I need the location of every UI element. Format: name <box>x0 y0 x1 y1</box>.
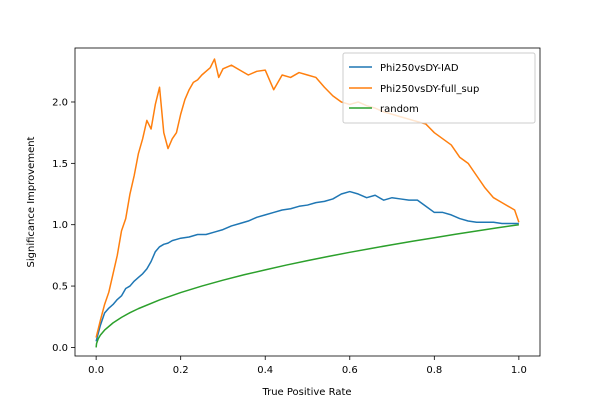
x-tick-label: 0.8 <box>426 365 442 376</box>
x-axis-ticks: 0.0 0.2 0.4 0.6 0.8 1.0 <box>88 356 527 376</box>
x-tick-label: 0.4 <box>257 365 273 376</box>
x-axis-label: True Positive Rate <box>261 387 351 398</box>
legend-label-full-sup: Phi250vsDY-full_sup <box>380 84 479 95</box>
series-line-phi250vsdy-full-sup <box>95 58 520 338</box>
series-line-phi250vsdy-iad <box>95 190 519 342</box>
legend-box <box>342 52 536 124</box>
legend-label-random: random <box>380 104 419 115</box>
y-axis-label: Significance Improvement <box>26 136 37 267</box>
y-tick-label: 1.5 <box>52 159 68 170</box>
x-tick-label: 1.0 <box>511 365 527 376</box>
legend-label-iad: Phi250vsDY-IAD <box>380 63 459 74</box>
series-lines <box>95 58 520 348</box>
legend: Phi250vsDY-IAD Phi250vsDY-full_sup rando… <box>342 52 536 124</box>
y-axis-ticks: 0.0 0.5 1.0 1.5 2.0 <box>52 97 75 354</box>
series-line-random <box>95 223 519 348</box>
y-tick-label: 0.0 <box>52 343 68 354</box>
y-tick-label: 0.5 <box>52 282 68 293</box>
x-tick-label: 0.6 <box>342 365 358 376</box>
x-tick-label: 0.0 <box>88 365 104 376</box>
y-tick-label: 1.0 <box>52 220 68 231</box>
plot-area-frame <box>74 47 541 357</box>
y-tick-label: 2.0 <box>52 97 68 108</box>
x-tick-label: 0.2 <box>173 365 189 376</box>
